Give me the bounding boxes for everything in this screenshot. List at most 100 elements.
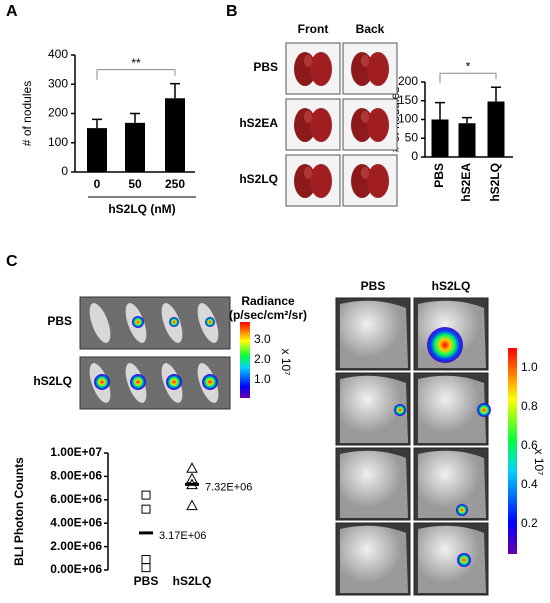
colorbar-tick-label: 2.0 — [254, 352, 271, 366]
point — [186, 462, 198, 473]
lung-highlight — [304, 111, 312, 123]
signal — [457, 553, 471, 567]
lung-highlight — [304, 167, 312, 179]
x-tick-label: PBS — [432, 163, 446, 188]
bar — [165, 98, 185, 172]
lung-lobe — [310, 108, 332, 142]
x-tick-label: 250 — [165, 177, 185, 191]
colorbar-multiplier: x 10⁷ — [279, 348, 293, 375]
y-tick-label: 150 — [398, 93, 418, 107]
lung-highlight — [361, 167, 369, 179]
y-tick-label: 300 — [48, 76, 68, 90]
point — [141, 563, 151, 573]
mean-label: 7.32E+06 — [205, 481, 252, 493]
y-tick-label: 6.00E+06 — [50, 492, 102, 506]
lung-image — [340, 450, 408, 518]
column-label: hS2LQ — [432, 279, 471, 293]
colorbar-multiplier: x 10⁷ — [532, 448, 546, 475]
y-tick-label: 50 — [405, 130, 419, 144]
column-label: PBS — [361, 279, 386, 293]
row-label: PBS — [253, 60, 278, 74]
bar — [125, 122, 145, 172]
colorbar-tick-label: 0.4 — [521, 477, 538, 491]
colorbar — [508, 348, 517, 554]
point — [141, 490, 151, 500]
bar — [487, 101, 505, 157]
y-tick-label: 0.00E+06 — [50, 562, 102, 576]
bar — [87, 128, 107, 172]
significance-label: ** — [131, 56, 141, 70]
lung-lobe — [367, 164, 389, 198]
signal — [394, 404, 406, 416]
row-label: hS2LQ — [239, 172, 278, 186]
lung-image — [418, 375, 486, 443]
y-axis-label: # of nodules — [20, 81, 34, 146]
x-tick-label: PBS — [134, 574, 159, 588]
column-label: Back — [356, 22, 385, 36]
lung-image — [418, 450, 486, 518]
colorbar-tick-label: 0.2 — [521, 516, 538, 530]
y-tick-label: 0 — [411, 149, 418, 163]
signal — [166, 374, 182, 390]
significance-bracket — [439, 72, 497, 84]
colorbar — [240, 322, 250, 398]
y-tick-label: 8.00E+06 — [50, 469, 102, 483]
y-tick-label: 100 — [48, 135, 68, 149]
x-tick-label: 50 — [128, 177, 142, 191]
panel-label: C — [6, 253, 18, 270]
x-tick-label: hS2LQ — [173, 574, 212, 588]
panel-label: B — [226, 3, 238, 20]
signal — [169, 317, 179, 327]
bar — [458, 123, 476, 157]
y-tick-label: 400 — [48, 47, 68, 61]
x-tick-label: 0 — [94, 177, 101, 191]
row-label: hS2LQ — [33, 374, 72, 388]
y-axis-label: BLI Photon Counts — [12, 457, 26, 566]
signal — [205, 317, 215, 327]
lung-highlight — [361, 111, 369, 123]
colorbar-unit: (p/sec/cm²/sr) — [229, 308, 307, 322]
y-tick-label: 100 — [398, 112, 418, 126]
lung-image — [340, 300, 408, 368]
row-label: hS2EA — [239, 116, 278, 130]
x-axis-label: hS2LQ (nM) — [108, 202, 175, 216]
y-tick-label: 4.00E+06 — [50, 515, 102, 529]
signal — [132, 316, 144, 328]
signal — [94, 374, 110, 390]
significance-label: * — [466, 59, 471, 73]
x-tick-label: hS2LQ — [488, 163, 502, 202]
lung-lobe — [310, 52, 332, 86]
lung-lobe — [367, 108, 389, 142]
colorbar-tick-label: 1.0 — [521, 360, 538, 374]
column-label: Front — [298, 22, 329, 36]
colorbar-title: Radiance — [241, 294, 295, 308]
y-tick-label: 1.00E+07 — [50, 445, 102, 459]
lung-image — [340, 375, 408, 443]
lung-lobe — [367, 52, 389, 86]
point — [186, 499, 198, 511]
colorbar-tick-label: 1.0 — [254, 372, 271, 386]
colorbar-tick-label: 3.0 — [254, 332, 271, 346]
colorbar-tick-label: 0.6 — [521, 438, 538, 452]
colorbar-tick-label: 0.8 — [521, 399, 538, 413]
significance-bracket — [96, 69, 176, 80]
signal — [202, 374, 218, 390]
point — [141, 554, 151, 564]
point — [141, 504, 151, 514]
lung-lobe — [310, 164, 332, 198]
signal — [456, 504, 468, 516]
mean-label: 3.17E+06 — [159, 530, 206, 542]
signal — [130, 374, 146, 390]
lung-image — [418, 525, 486, 593]
y-tick-label: 200 — [48, 106, 68, 120]
y-tick-label: 200 — [398, 74, 418, 88]
x-tick-label: hS2EA — [459, 163, 473, 202]
mouse — [89, 303, 111, 343]
lung-highlight — [361, 55, 369, 67]
signal — [477, 403, 491, 417]
signal — [427, 327, 463, 363]
bar — [431, 119, 449, 157]
y-tick-label: 0 — [61, 164, 68, 178]
lung-image — [340, 525, 408, 593]
